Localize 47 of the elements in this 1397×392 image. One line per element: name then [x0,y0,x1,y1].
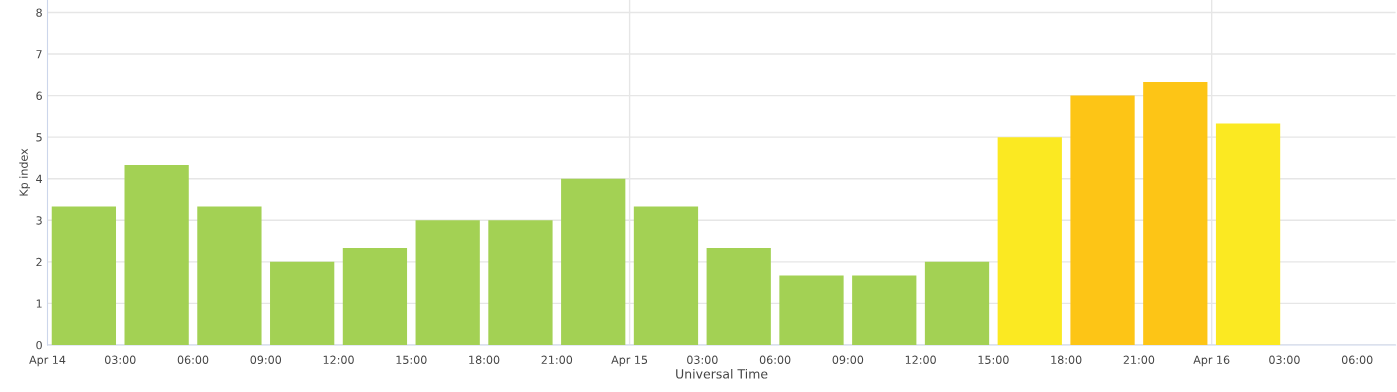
x-tick-label: 06:00 [177,355,209,364]
x-tick-label: 09:00 [250,355,282,364]
bar [488,220,553,345]
bar [924,261,990,345]
bar [997,137,1062,345]
bar [561,178,626,345]
x-axis-title: Universal Time [676,368,768,379]
x-tick-label: 15:00 [396,355,427,364]
x-tick-label: 03:00 [104,355,136,364]
bar [124,165,189,345]
bar [415,220,480,345]
y-tick-label: 7 [36,50,42,59]
y-tick-label: 2 [36,257,42,267]
y-tick-label: 3 [36,216,42,225]
x-tick-label: 15:00 [978,355,1009,364]
x-tick-label: Apr 15 [611,355,648,367]
y-tick-label: 8 [36,8,42,17]
x-tick-label: 06:00 [1341,355,1373,364]
x-tick-label: 03:00 [1269,355,1300,364]
bar [706,248,771,345]
y-tick-label: 4 [36,174,43,183]
x-tick-label: 06:00 [759,355,791,364]
bar [197,206,262,345]
x-tick-label: 21:00 [541,355,573,364]
x-tick-label: 18:00 [1051,355,1082,364]
y-tick-label: 6 [36,91,42,100]
y-tick-label: 1 [36,299,42,308]
bar [1215,123,1281,345]
bar [342,248,408,345]
bar [51,206,117,345]
bar [270,261,335,345]
x-tick-label: 18:00 [469,355,500,364]
x-tick-label: 03:00 [687,355,718,364]
bar [779,275,844,345]
bar [852,275,917,345]
x-tick-label: Apr 16 [1193,355,1230,367]
x-tick-label: 09:00 [832,355,864,364]
x-tick-label: 12:00 [905,355,936,364]
y-tick-label: 5 [36,133,42,142]
x-tick-label: 12:00 [323,355,354,364]
x-tick-label: 21:00 [1123,355,1155,364]
bar [1070,95,1135,345]
y-axis-title: Kp index [19,148,31,196]
bar [1143,81,1208,345]
x-tick-label: Apr 14 [29,355,66,367]
bar [633,206,699,345]
y-tick-label: 0 [36,340,42,350]
